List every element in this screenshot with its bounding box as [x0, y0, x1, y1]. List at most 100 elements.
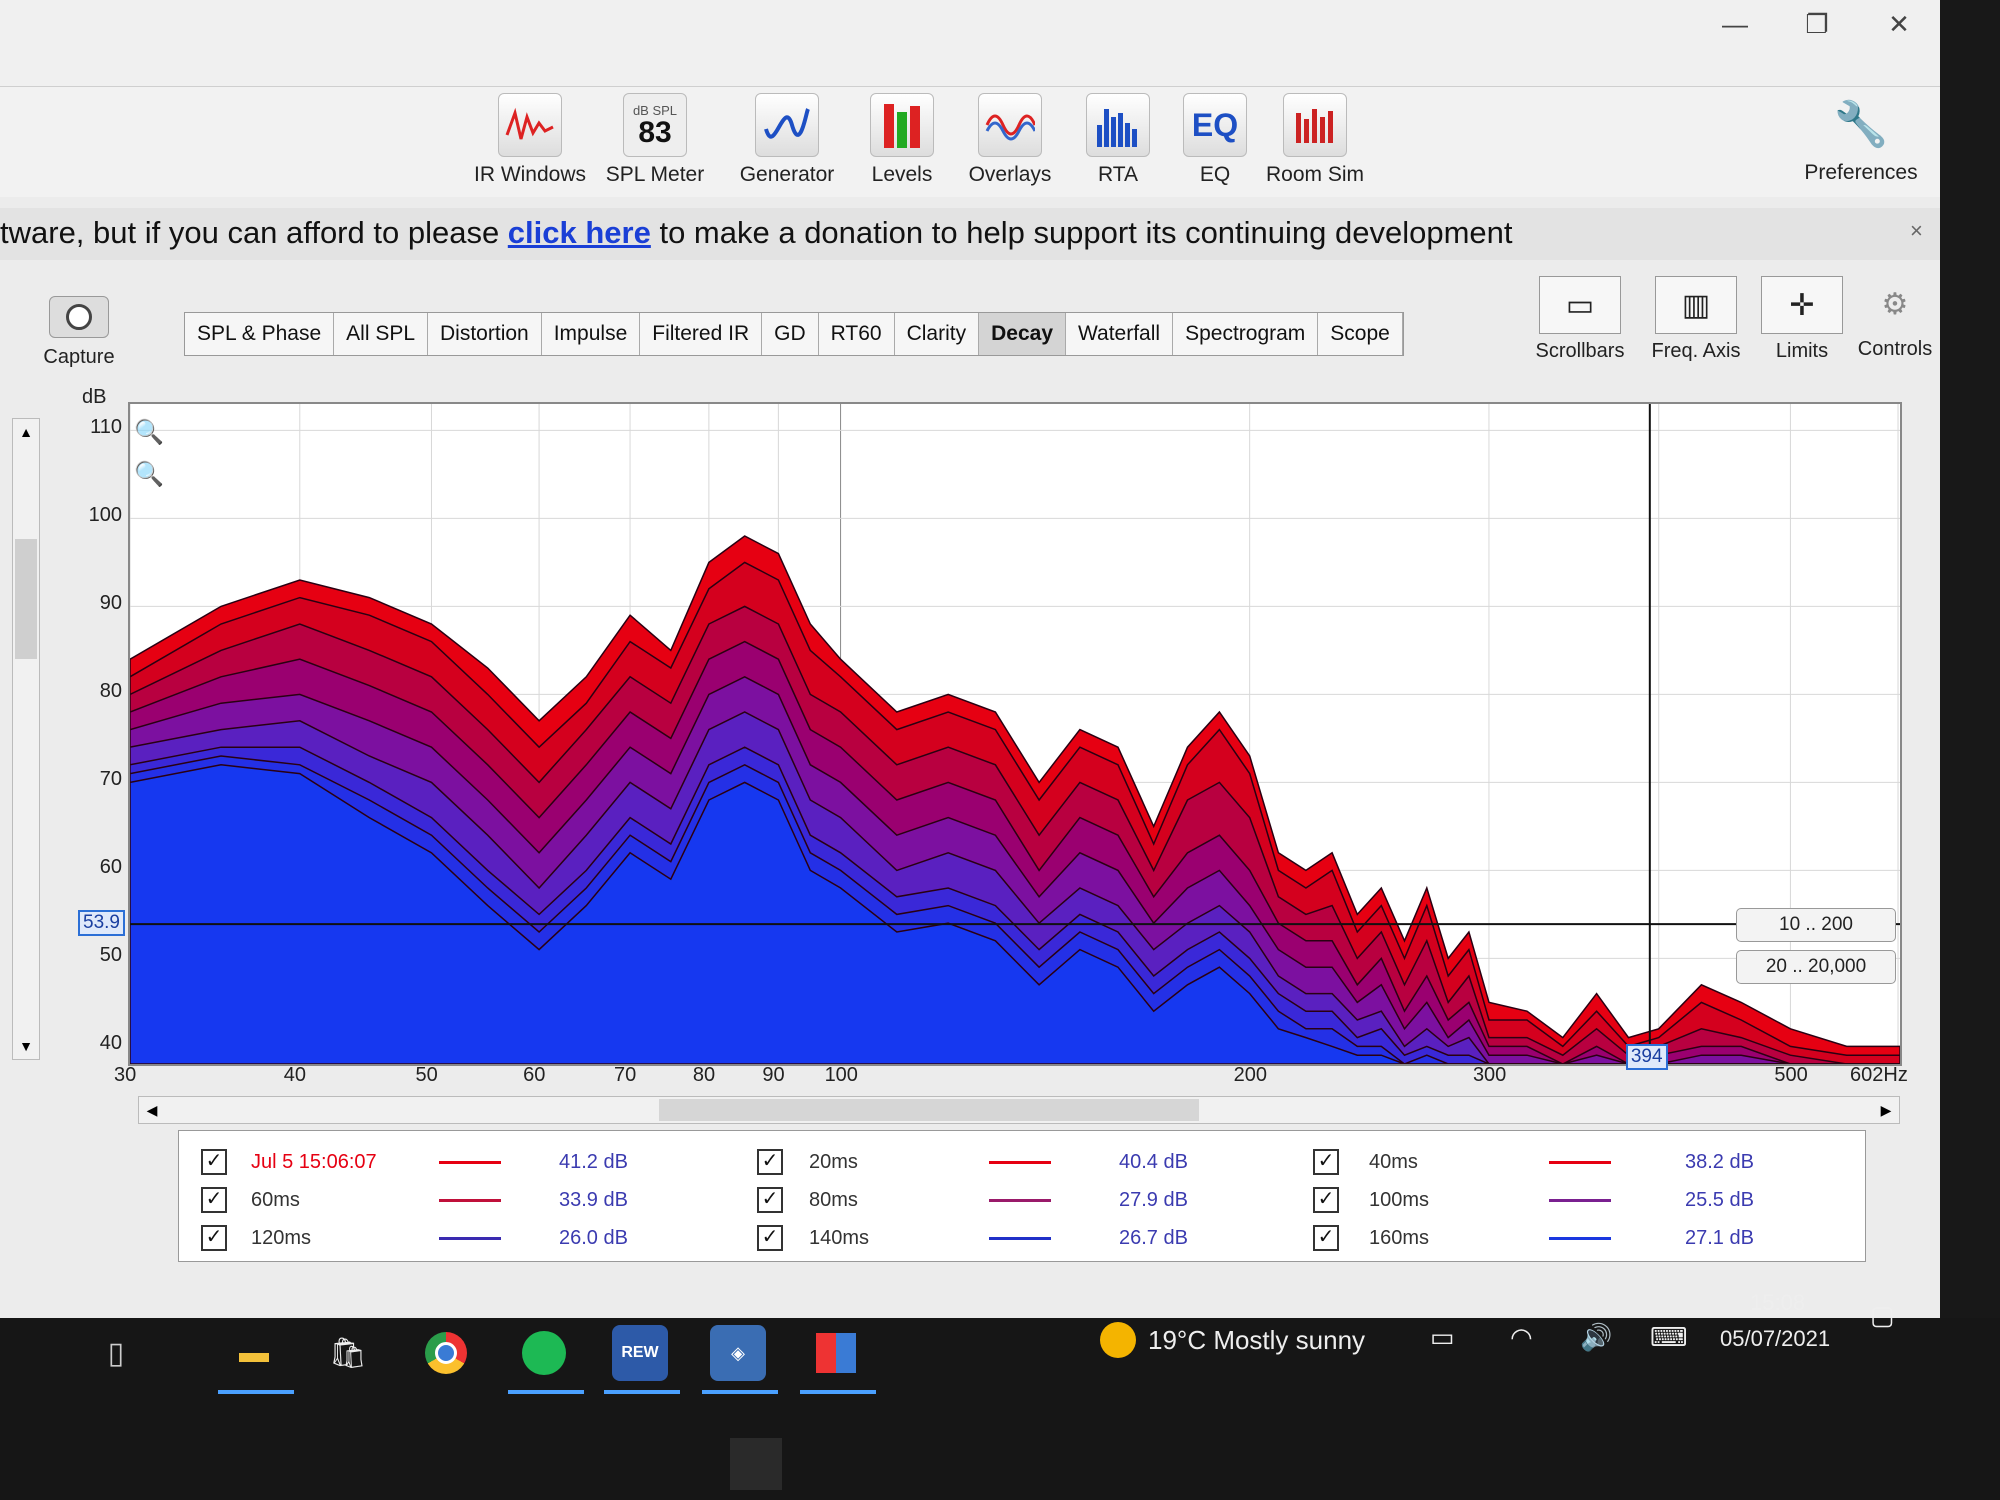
- notifications-icon[interactable]: ▢: [1870, 1300, 1895, 1330]
- tab-filtered-ir[interactable]: Filtered IR: [640, 313, 763, 355]
- scroll-up-arrow-icon[interactable]: ▲: [19, 424, 33, 440]
- zoom-in-icon[interactable]: 🔍: [134, 419, 164, 446]
- x-tick-label: 70: [614, 1064, 637, 1086]
- y-tick-label: 90: [99, 592, 122, 615]
- legend-line-swatch: [439, 1237, 501, 1240]
- vertical-scroll-thumb[interactable]: [15, 539, 37, 659]
- x-cursor-readout: 394: [1625, 1044, 1668, 1070]
- dsp-app-icon[interactable]: ◈: [710, 1325, 766, 1381]
- y-axis-unit: dB: [82, 386, 107, 408]
- scroll-down-arrow-icon[interactable]: ▼: [19, 1038, 33, 1054]
- ir-windows-icon: [498, 93, 562, 157]
- wifi-icon[interactable]: ◠: [1510, 1322, 1533, 1352]
- rew-window: — ❐ ✕ IR Windows dB SPL 83 SPL Meter Gen…: [0, 0, 1940, 1318]
- legend-checkbox[interactable]: ✓: [757, 1149, 783, 1175]
- main-toolbar: IR Windows dB SPL 83 SPL Meter Generator…: [0, 86, 1940, 197]
- camera-icon: [49, 296, 109, 338]
- legend-checkbox[interactable]: ✓: [1313, 1187, 1339, 1213]
- spotify-icon[interactable]: [516, 1325, 572, 1381]
- title-bar: — ❐ ✕: [0, 0, 1940, 152]
- decay-chart-svg[interactable]: [129, 404, 1901, 1065]
- freq-axis-button[interactable]: ▥ Freq. Axis: [1644, 276, 1748, 363]
- tab-impulse[interactable]: Impulse: [542, 313, 641, 355]
- legend-checkbox[interactable]: ✓: [1313, 1149, 1339, 1175]
- windows-start-icon[interactable]: [730, 1438, 782, 1490]
- scrollbars-button[interactable]: ▭ Scrollbars: [1528, 276, 1632, 363]
- limits-button[interactable]: ✛ Limits: [1760, 276, 1844, 363]
- rta-button[interactable]: RTA: [1070, 93, 1166, 187]
- rew-taskbar-icon[interactable]: REW: [612, 1325, 668, 1381]
- tab-distortion[interactable]: Distortion: [428, 313, 542, 355]
- x-tick-label: 30: [114, 1064, 137, 1086]
- room-sim-button[interactable]: Room Sim: [1260, 93, 1370, 187]
- zoom-out-icon[interactable]: 🔍: [134, 461, 164, 488]
- minimize-button[interactable]: —: [1722, 9, 1748, 39]
- restore-button[interactable]: ❐: [1805, 9, 1829, 39]
- tab-gd[interactable]: GD: [762, 313, 819, 355]
- legend-checkbox[interactable]: ✓: [1313, 1225, 1339, 1251]
- preferences-button[interactable]: 🔧 Preferences: [1796, 93, 1926, 185]
- range-button-10-200[interactable]: 10 .. 200: [1736, 908, 1896, 942]
- clock-date[interactable]: 05/07/2021: [1720, 1326, 1831, 1351]
- legend-checkbox[interactable]: ✓: [201, 1149, 227, 1175]
- tab-all-spl[interactable]: All SPL: [334, 313, 429, 355]
- banner-close-button[interactable]: ×: [1910, 218, 1923, 243]
- task-view-icon[interactable]: ▯: [107, 1336, 125, 1370]
- y-tick-label: 70: [99, 768, 122, 791]
- chrome-icon[interactable]: [418, 1325, 474, 1381]
- decay-graph[interactable]: 🔍 🔍: [128, 402, 1902, 1066]
- keyboard-icon[interactable]: ⌨: [1650, 1322, 1688, 1352]
- legend-value: 40.4 dB: [1119, 1151, 1188, 1173]
- scroll-left-arrow-icon[interactable]: ◀: [146, 1102, 158, 1118]
- legend-checkbox[interactable]: ✓: [757, 1187, 783, 1213]
- settings-app-icon[interactable]: [808, 1325, 864, 1381]
- controls-button[interactable]: ⚙ Controls: [1850, 276, 1940, 361]
- taskbar: [0, 1318, 2000, 1500]
- x-tick-label: 300: [1472, 1064, 1507, 1086]
- battery-icon[interactable]: ▭: [1430, 1322, 1455, 1352]
- tab-scope[interactable]: Scope: [1318, 313, 1403, 355]
- legend-checkbox[interactable]: ✓: [201, 1187, 227, 1213]
- clock-time[interactable]: 15:08: [1750, 1290, 1806, 1315]
- tab-waterfall[interactable]: Waterfall: [1066, 313, 1174, 355]
- graph-tabs: SPL & Phase All SPL Distortion Impulse Filte…: [184, 312, 1404, 356]
- close-button[interactable]: ✕: [1888, 9, 1910, 39]
- legend-name: 160ms: [1369, 1227, 1430, 1249]
- y-cursor-readout: 53.9: [78, 910, 125, 937]
- horizontal-scroll-thumb[interactable]: [659, 1099, 1199, 1121]
- eq-button[interactable]: EQ EQ: [1172, 93, 1258, 187]
- x-tick-label: 500: [1774, 1064, 1808, 1086]
- weather-widget[interactable]: 19°C Mostly sunny: [1100, 1322, 1365, 1358]
- capture-button[interactable]: Capture: [34, 296, 124, 369]
- tab-spectrogram[interactable]: Spectrogram: [1173, 313, 1319, 355]
- spotify-active-indicator: [508, 1390, 584, 1394]
- donation-banner: tware, but if you can afford to please c…: [0, 208, 1940, 260]
- vertical-scrollbar[interactable]: ▲ ▼: [12, 418, 40, 1060]
- donation-link[interactable]: click here: [507, 215, 651, 250]
- overlays-button[interactable]: Overlays: [960, 93, 1060, 187]
- store-icon[interactable]: 🛍: [328, 1336, 368, 1370]
- overlays-icon: [978, 93, 1042, 157]
- legend-value: 27.1 dB: [1685, 1227, 1754, 1249]
- ir-windows-button[interactable]: IR Windows: [470, 93, 590, 187]
- scroll-right-arrow-icon[interactable]: ▶: [1880, 1102, 1892, 1118]
- volume-icon[interactable]: 🔊: [1580, 1322, 1613, 1352]
- levels-button[interactable]: Levels: [852, 93, 952, 187]
- legend-value: 33.9 dB: [559, 1189, 628, 1211]
- x-tick-label: 40: [283, 1064, 307, 1086]
- tab-spl-phase[interactable]: SPL & Phase: [185, 313, 335, 355]
- x-tick-label: 80: [692, 1064, 716, 1086]
- tab-clarity[interactable]: Clarity: [895, 313, 980, 355]
- legend-checkbox[interactable]: ✓: [201, 1225, 227, 1251]
- legend-checkbox[interactable]: ✓: [757, 1225, 783, 1251]
- file-explorer-icon[interactable]: ▬: [239, 1336, 269, 1369]
- x-tick-label: 60: [523, 1064, 546, 1086]
- range-button-20-20000[interactable]: 20 .. 20,000: [1736, 950, 1896, 984]
- legend-value: 26.7 dB: [1119, 1227, 1188, 1249]
- generator-button[interactable]: Generator: [732, 93, 842, 187]
- legend-line-swatch: [989, 1161, 1051, 1164]
- horizontal-scrollbar[interactable]: ◀ ▶: [138, 1096, 1900, 1124]
- tab-rt60[interactable]: RT60: [819, 313, 895, 355]
- tab-decay[interactable]: Decay: [979, 313, 1066, 355]
- spl-meter-button[interactable]: dB SPL 83 SPL Meter: [600, 93, 710, 187]
